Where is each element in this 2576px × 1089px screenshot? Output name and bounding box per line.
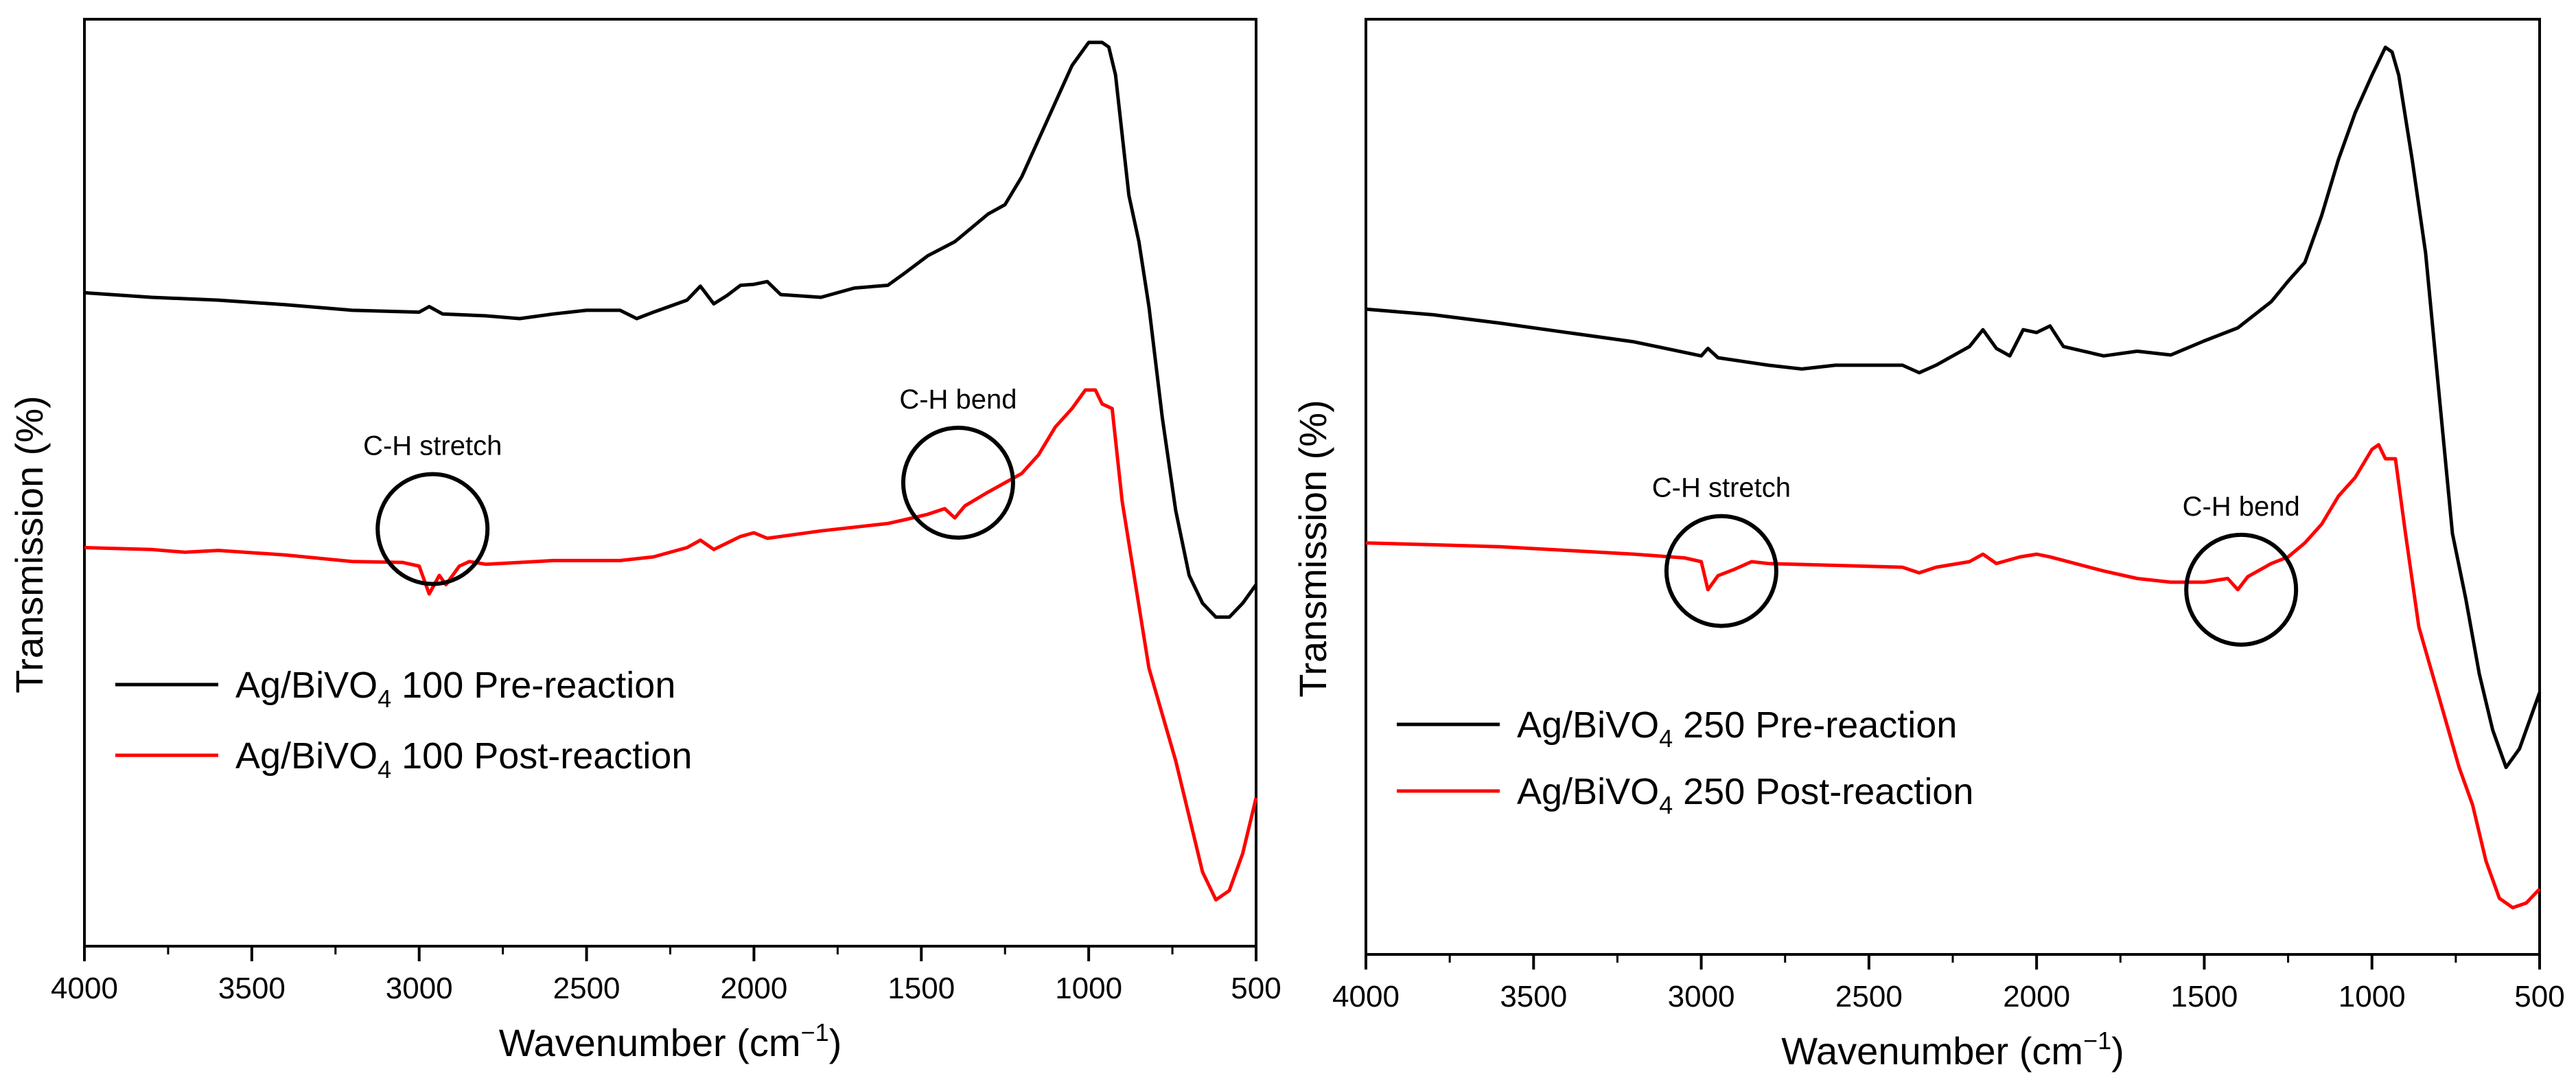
- x-tick-label: 1500: [887, 972, 955, 1005]
- annotation-circle: [2184, 532, 2299, 647]
- x-axis-title: Wavenumber (cm−1): [1781, 1027, 2124, 1073]
- plot-frame: [83, 18, 1257, 948]
- plot-frame: [1365, 18, 2541, 956]
- annotation-label: C-H stretch: [1652, 473, 1791, 503]
- legend-label: Ag/BiVO4 250 Pre-reaction: [1517, 704, 1957, 753]
- x-tick-label: 4000: [51, 972, 118, 1005]
- x-tick-label: 3500: [1500, 980, 1567, 1013]
- legend-label: Ag/BiVO4 250 Post-reaction: [1517, 771, 1973, 819]
- x-tick-label: 1500: [2170, 980, 2238, 1013]
- x-tick-label: 500: [2514, 980, 2564, 1013]
- legend-label: Ag/BiVO4 100 Post-reaction: [235, 735, 692, 783]
- annotation-circle: [1664, 514, 1778, 628]
- post-reaction-line: [84, 388, 1258, 902]
- legend-label: Ag/BiVO4 100 Pre-reaction: [235, 665, 675, 713]
- x-tick-label: 3000: [1668, 980, 1735, 1013]
- x-tick-label: 2500: [553, 972, 620, 1005]
- x-tick-label: 2000: [2003, 980, 2070, 1013]
- y-axis-title: Transmission (%): [1291, 400, 1334, 698]
- x-tick-label: 4000: [1332, 980, 1400, 1013]
- right-chart-panel: 4000 3500 3000 2500 2000 1500 1000 500 Wavenumbe…: [1291, 18, 2565, 1073]
- x-tick-label: 3500: [218, 972, 286, 1005]
- post-reaction-line: [1365, 443, 2541, 910]
- annotation-label: C-H stretch: [363, 431, 502, 461]
- x-tick-label: 2000: [720, 972, 787, 1005]
- x-tick-label: 1000: [2339, 980, 2406, 1013]
- x-tick-label: 3000: [386, 972, 453, 1005]
- annotation-circle: [375, 472, 490, 586]
- y-axis-title: Transmission (%): [8, 396, 51, 693]
- x-tick-label: 2500: [1835, 980, 1903, 1013]
- x-axis-title: Wavenumber (cm−1): [499, 1018, 842, 1064]
- left-chart-panel: 4000 3500 3000 2500 2000 1500 1000 500 Wavenumbe…: [8, 18, 1281, 1064]
- x-tick-label: 500: [1231, 972, 1281, 1005]
- pre-reaction-line: [84, 41, 1258, 619]
- annotation-circle: [901, 426, 1015, 540]
- annotation-label: C-H bend: [2183, 492, 2300, 522]
- pre-reaction-line: [1365, 45, 2542, 770]
- annotation-label: C-H bend: [899, 385, 1017, 415]
- x-tick-label: 1000: [1055, 972, 1122, 1005]
